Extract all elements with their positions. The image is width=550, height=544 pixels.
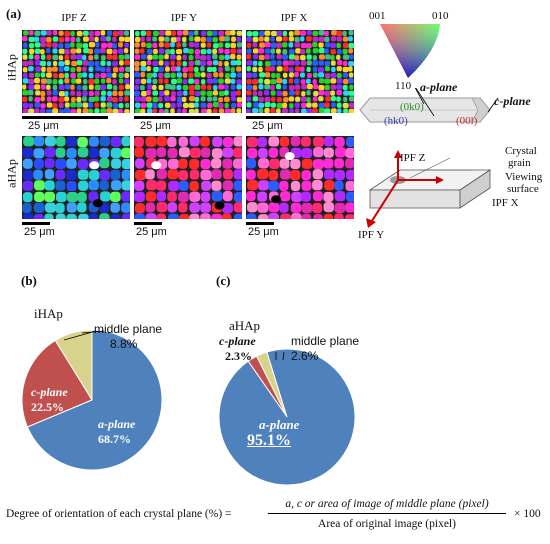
pie-b-c-value: 22.5%: [31, 400, 64, 414]
ebsd-map-ahap-ipf-y: [134, 136, 242, 219]
ebsd-map-ahap-ipf-x: [246, 136, 354, 219]
viewing-surface-diagram: [366, 150, 492, 228]
pie-b-c-label: c-plane: [31, 385, 68, 399]
ebsd-map-ahap-ipf-z: [22, 136, 130, 219]
pie-c-a-label: a-plane: [259, 417, 300, 432]
scale-bar: [22, 116, 108, 119]
pie-c-middle-value: 2.6%: [291, 349, 319, 363]
pie-b-a-label: a-plane: [98, 417, 136, 431]
grain-ipf-x-label: IPF X: [492, 197, 519, 209]
scale-bar: [246, 116, 332, 119]
pie-b-slice-c-plane: [21, 339, 93, 428]
scale-label: 25 μm: [248, 226, 279, 238]
crystal-label: Crystal: [505, 145, 537, 157]
hexagonal-prism-diagram: [359, 88, 499, 123]
pie-c-middle-label: middle plane: [291, 334, 360, 348]
ipf-key-001: 001: [369, 10, 386, 22]
pie-c-a-value: 95.1%: [247, 432, 291, 449]
pie-b-a-value: 68.7%: [98, 432, 131, 446]
scale-bar: [246, 222, 274, 225]
panel-c-label: (c): [216, 273, 231, 288]
grain-ipf-z-label: IPF Z: [400, 152, 426, 164]
panel-a-label: (a): [6, 6, 22, 21]
formula-factor: × 100: [514, 508, 541, 520]
pie-c-slice-a-plane: [218, 348, 356, 486]
formula-lhs: Degree of orientation of each crystal pl…: [6, 508, 232, 520]
fraction-bar: [268, 513, 506, 514]
formula-numerator: a, c or area of image of middle plane (p…: [285, 498, 489, 510]
ipf-color-key: [380, 24, 440, 78]
column-label-ipf-y: IPF Y: [170, 12, 198, 24]
ipf-key-110: 110: [395, 80, 412, 92]
scale-bar: [134, 222, 162, 225]
pie-c-c-label: c-plane: [219, 334, 256, 348]
surface-label: surface: [507, 183, 539, 195]
pie-b-middle-label: middle plane: [94, 322, 163, 336]
face-0k0-label: (0k0): [400, 101, 424, 113]
column-label-ipf-x: IPF X: [280, 12, 308, 24]
scale-label: 25 μm: [28, 120, 59, 132]
leader-line: [81, 330, 105, 334]
pie-c-c-value: 2.3%: [225, 349, 252, 363]
scale-label: 25 μm: [140, 120, 171, 132]
grain-ipf-y-label: IPF Y: [358, 229, 385, 241]
scale-bar: [22, 222, 50, 225]
pie-b-slice-a-plane: [26, 329, 163, 471]
ipf-key-010: 010: [432, 10, 449, 22]
ebsd-map-ihap-ipf-z: [22, 30, 130, 113]
c-plane-label: c-plane: [494, 94, 531, 108]
leader-line: [282, 351, 285, 361]
scale-label: 25 μm: [252, 120, 283, 132]
panel-c-title: aHAp: [229, 318, 261, 333]
scale-bar: [134, 116, 220, 119]
scale-label: 25 μm: [24, 226, 55, 238]
pie-b-middle-value: 8.8%: [110, 337, 138, 351]
viewing-label: Viewing: [505, 171, 543, 183]
ipf-triangle-shade: [380, 24, 440, 78]
ebsd-map-ihap-ipf-x: [246, 30, 354, 113]
face-00l-label: (00l): [456, 115, 478, 127]
grain-label: grain: [508, 157, 531, 169]
scale-label: 25 μm: [136, 226, 167, 238]
ebsd-map-ihap-ipf-y: [134, 30, 242, 113]
panel-b-title: iHAp: [34, 306, 63, 321]
formula-denominator: Area of original image (pixel): [318, 518, 456, 530]
column-label-ipf-z: IPF Z: [61, 12, 87, 24]
face-hk0-label: (hk0): [384, 115, 408, 127]
a-plane-label: a-plane: [420, 80, 458, 94]
panel-b-label: (b): [21, 273, 37, 288]
